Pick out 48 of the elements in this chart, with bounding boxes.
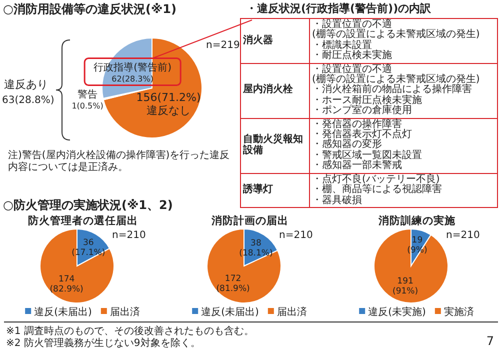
chart-subtitle: 消防訓練の実施 xyxy=(378,214,456,227)
data-label: 174 (82.9%) xyxy=(50,274,84,294)
category-label: 屋内消火栓 xyxy=(243,84,293,96)
chart-subtitle: 防火管理者の選任届出 xyxy=(28,214,138,227)
category-label: 消火器 xyxy=(243,34,273,46)
text: ・消火栓箱前の物品による操作障害 xyxy=(312,84,472,96)
data-label: 1(0.5%) xyxy=(72,102,104,111)
text: 7 xyxy=(486,334,494,348)
chart-subtitle: 消防計画の届出 xyxy=(210,214,288,227)
text: ・設置位置の不適 xyxy=(312,64,392,75)
text: ・器具破損 xyxy=(312,194,362,206)
legend-label: 違反(未届出) xyxy=(201,306,259,318)
text: n=210 xyxy=(279,230,313,241)
legend-label: 実施済 xyxy=(444,306,474,318)
slice-label: 警告 xyxy=(78,88,98,101)
category-label: 誘導灯 xyxy=(243,184,273,196)
text: ・違反状況(行政指導(警告前))の内訳 xyxy=(246,1,432,16)
text: ・ポンプ室の倉庫使用 xyxy=(312,105,412,116)
legend-label: 届出済 xyxy=(276,306,307,318)
data-label: 172 (81.9%) xyxy=(216,274,250,294)
chart-title: ○防火管理の実施状況(※1、2) xyxy=(3,198,173,212)
chart-title: ○消防用設備等の違反状況(※1) xyxy=(3,2,176,16)
text: ・棚、商品等による視認障害 xyxy=(312,184,442,196)
text: ・警戒区域一覧図未設置 xyxy=(312,150,422,161)
text: (棚等の設置による未警戒区域の発生) xyxy=(312,29,480,40)
text: 違反あり xyxy=(4,78,48,91)
text: ・耐圧点検未実施 xyxy=(312,50,392,62)
category-label: 自動火災報知設備 xyxy=(243,134,303,156)
text: n=210 xyxy=(112,230,146,241)
text: ※2 防火管理義務が生じない9対象を除く。 xyxy=(6,337,200,349)
legend-label: 届出済 xyxy=(110,306,140,318)
text: ・ホース耐圧点検未実施 xyxy=(312,94,422,106)
text: ※1 調査時点のもので、その後改善されたものも含む。 xyxy=(6,325,254,337)
text: 63(28.8%) xyxy=(2,95,54,106)
slice-label: 違反なし xyxy=(146,104,190,117)
data-label: 19 (9%) xyxy=(407,236,428,256)
legend-label: 違反(未届出) xyxy=(34,306,92,318)
text: ・感知器一部未警戒 xyxy=(312,160,402,172)
data-label: 191 (91%) xyxy=(392,276,418,297)
text: ・感知器の変形 xyxy=(312,139,382,150)
text: ・設置位置の不適 xyxy=(312,19,392,30)
text: ・発信器の操作障害 xyxy=(312,118,402,130)
legend-label: 違反(未実施) xyxy=(368,306,426,318)
text: ・標識未設置 xyxy=(312,40,372,51)
text: n=219 xyxy=(206,40,240,51)
text: ・点灯不良(バッテリー不良) xyxy=(312,174,440,185)
text: n=210 xyxy=(446,230,480,241)
data-label: 156(71.2%) xyxy=(136,90,201,104)
